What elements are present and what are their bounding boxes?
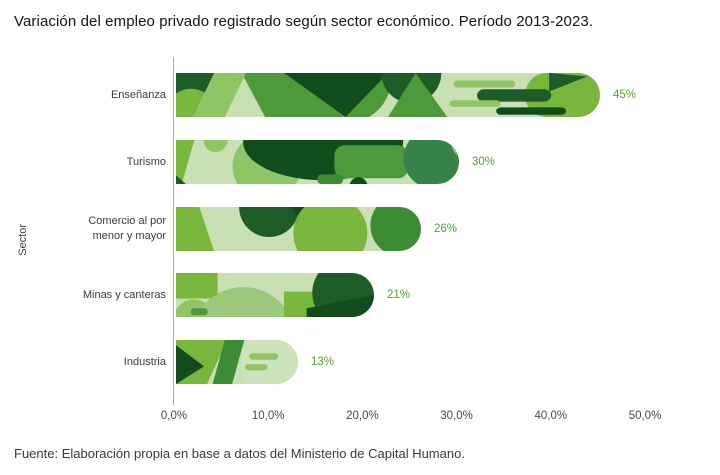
- bar-pattern: [176, 340, 298, 385]
- x-tick-label: 20,0%: [346, 410, 379, 422]
- x-tick-label: 50,0%: [628, 410, 662, 422]
- value-label: 30%: [472, 155, 496, 168]
- x-tick-label: 10,0%: [251, 410, 285, 422]
- bar-pattern: [176, 273, 374, 318]
- bar-pattern: [176, 73, 600, 117]
- x-tick-label: 30,0%: [440, 410, 473, 422]
- y-axis-title-text: Sector: [17, 224, 29, 256]
- category-label: Comercio al por menor y mayor: [88, 215, 166, 242]
- category-label: Enseñanza: [110, 88, 166, 101]
- bar-pattern: [176, 139, 459, 184]
- y-axis-line: [173, 57, 174, 405]
- value-label: 13%: [311, 356, 335, 369]
- source-note: Fuente: Elaboración propia en base a dat…: [14, 446, 465, 461]
- bar-pattern: [176, 206, 421, 251]
- x-tick-label: 40,0%: [534, 410, 568, 422]
- y-axis-title: Sector: [14, 178, 32, 302]
- value-label: 21%: [387, 289, 411, 302]
- bar: [176, 73, 600, 117]
- x-tick-label: 0,0%: [160, 410, 188, 422]
- bar: [176, 340, 298, 385]
- bar: [176, 139, 459, 184]
- category-label: Industria: [123, 356, 166, 369]
- bar: [176, 206, 421, 251]
- value-label: 45%: [613, 89, 637, 101]
- plot-area: Sector Enseñanza 45% Turismo 30% Comercio al…: [0, 40, 720, 435]
- bar: [176, 273, 374, 318]
- category-label: Minas y canteras: [82, 289, 166, 302]
- chart-title: Variación del empleo privado registrado …: [14, 13, 594, 30]
- value-label: 26%: [434, 222, 458, 235]
- category-label: Turismo: [126, 155, 166, 168]
